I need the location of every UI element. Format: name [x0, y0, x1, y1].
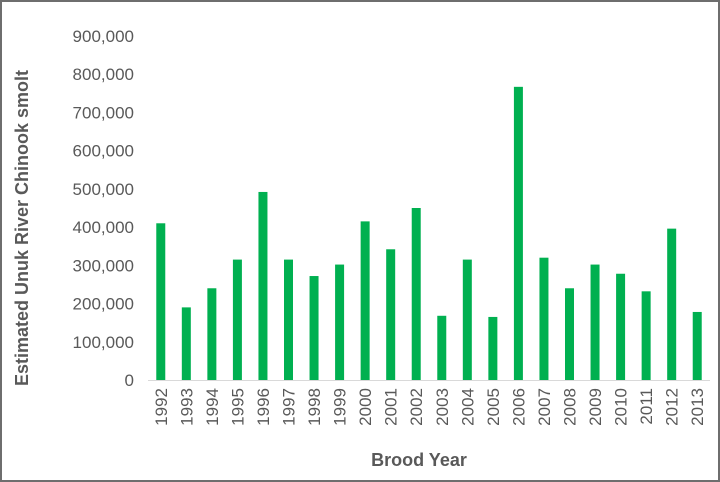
x-tick-label: 1995	[228, 388, 247, 426]
bar-2002	[411, 208, 421, 380]
bar-2009	[590, 264, 600, 380]
x-tick-label: 2008	[561, 388, 580, 426]
x-tick-label: 2000	[356, 388, 375, 426]
x-tick-label: 2013	[688, 388, 707, 426]
x-tick-label: 2011	[637, 388, 656, 425]
x-tick-label: 2012	[663, 388, 682, 426]
x-tick-label: 1999	[331, 388, 350, 426]
x-tick-label: 2003	[433, 388, 452, 426]
y-tick-label: 600,000	[73, 142, 134, 161]
bar-1993	[181, 307, 191, 380]
x-tick-label: 2007	[535, 388, 554, 426]
y-tick-label: 100,000	[73, 333, 134, 352]
bar-1998	[309, 276, 319, 380]
bar-2000	[360, 221, 370, 380]
x-tick-label: 2010	[612, 388, 631, 426]
y-tick-label: 800,000	[73, 65, 134, 84]
y-tick-label: 0	[125, 371, 134, 390]
bar-1999	[335, 264, 345, 380]
bars	[156, 86, 702, 380]
bar-1997	[284, 259, 293, 380]
x-tick-label: 1992	[152, 388, 171, 426]
bar-1992	[156, 223, 166, 380]
bar-2013	[692, 311, 702, 380]
bar-2001	[386, 249, 396, 380]
x-tick-label: 2005	[484, 388, 503, 426]
y-tick-label: 500,000	[73, 180, 134, 199]
bar-2005	[488, 316, 498, 380]
x-tick-label: 2001	[382, 388, 401, 426]
bar-2012	[667, 228, 677, 380]
x-tick-label: 2006	[509, 388, 528, 426]
x-tick-label: 1993	[177, 388, 196, 426]
x-tick-label: 2004	[458, 388, 477, 426]
x-tick-label: 1994	[203, 388, 222, 426]
y-tick-label: 700,000	[73, 103, 134, 122]
y-tick-label: 300,000	[73, 256, 134, 275]
bar-1994	[207, 288, 217, 380]
y-tick-label: 200,000	[73, 295, 134, 314]
bar-2011	[641, 291, 651, 380]
x-tick-label: 1996	[254, 388, 273, 426]
y-axis-title: Estimated Unuk River Chinook smolt	[12, 70, 32, 386]
bar-2004	[462, 259, 472, 380]
bar-1996	[258, 191, 268, 380]
bar-2007	[539, 257, 549, 380]
x-tick-label: 1997	[280, 388, 299, 426]
x-axis-title: Brood Year	[371, 450, 467, 470]
bar-2008	[565, 288, 574, 380]
y-tick-label: 900,000	[73, 27, 134, 46]
x-tick-label: 2002	[407, 388, 426, 426]
x-axis-ticks: 1992 1993 1994 1995 1996 1997 1998 1999 2000 2001…	[152, 388, 707, 426]
y-axis-ticks: 0 100,000 200,000 300,000 400,000 500,000 600,…	[73, 27, 134, 390]
y-tick-label: 400,000	[73, 218, 134, 237]
bar-2010	[616, 273, 626, 380]
bar-2003	[437, 315, 447, 380]
x-tick-label: 1998	[305, 388, 324, 426]
x-tick-label: 2009	[586, 388, 605, 426]
bar-2006	[513, 86, 523, 380]
bar-1995	[232, 259, 242, 380]
